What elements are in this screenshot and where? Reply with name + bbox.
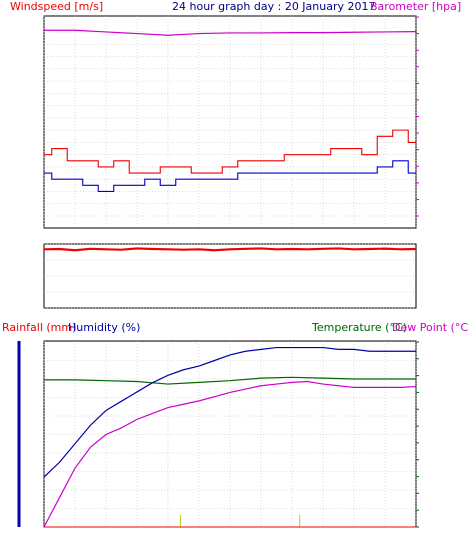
wind-direction-panel (43, 243, 417, 309)
temperature-axis-title: Temperature (°C) (311, 321, 407, 334)
dewpoint-axis-title: Dew Point (°C) (392, 321, 468, 334)
wind-average-line (44, 160, 416, 193)
temperature-line (44, 376, 416, 385)
windspeed-axis-title: Windspeed [m/s] (10, 0, 103, 13)
barometer-line (44, 29, 417, 36)
wind-direction-line (43, 247, 417, 252)
wind-barometer-panel (43, 15, 419, 229)
wind-gust-line (44, 129, 416, 174)
humidity-line (43, 346, 416, 478)
dewpoint-line (43, 380, 417, 528)
humidity-axis-title: Humidity (%) (68, 321, 140, 334)
chart-title: 24 hour graph day : 20 January 2017 (172, 0, 376, 13)
temp-humidity-panel (17, 340, 419, 528)
barometer-axis-title: Barometer [hpa] (370, 0, 461, 13)
rainfall-axis-title: Rainfall (mm) (2, 321, 76, 334)
